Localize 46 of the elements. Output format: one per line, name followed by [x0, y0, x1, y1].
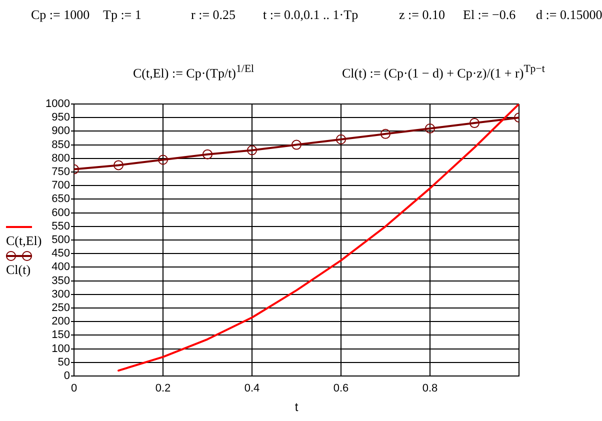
point	[202, 149, 212, 160]
text: t := 0.0,0.1 .. 1·Tp	[263, 7, 358, 22]
point	[158, 154, 168, 165]
y-tick-label: 900	[52, 125, 70, 138]
x-tick-label: 0.8	[422, 382, 438, 395]
y-tick-label: 150	[52, 329, 70, 342]
y-tick-label: 300	[52, 288, 70, 300]
y-tick-label: 0	[64, 370, 70, 382]
y-tick-label: 800	[52, 152, 70, 164]
x-tick-label: 0.2	[155, 382, 171, 395]
text: r := 0.25	[191, 7, 236, 22]
point	[470, 118, 480, 128]
point	[425, 123, 435, 134]
text: z := 0.10	[399, 7, 445, 22]
y-tick-label: 850	[52, 138, 70, 151]
point	[247, 145, 257, 156]
y-tick-label: 50	[58, 356, 70, 368]
y-tick-label: 700	[52, 180, 70, 192]
x-axis-title: t	[294, 400, 299, 414]
text: Cp := 1000	[31, 7, 90, 22]
y-tick-label: 1000	[46, 98, 70, 110]
y-tick-label: 400	[52, 261, 70, 274]
legend-label: C(t,El)	[6, 233, 42, 248]
point	[114, 160, 124, 170]
legend-label: Cl(t)	[6, 262, 32, 277]
point	[292, 140, 302, 150]
y-tick-label: 100	[52, 342, 70, 355]
y-tick-label: 550	[52, 220, 70, 232]
y-tick-label: 450	[52, 248, 70, 260]
y-tick-label: 600	[52, 206, 70, 219]
y-tick-label: 500	[52, 234, 70, 246]
text: El := −0.6	[463, 7, 516, 22]
y-tick-label: 250	[52, 302, 70, 314]
text: Tp := 1	[103, 7, 142, 22]
x-tick-label: 0.4	[244, 382, 260, 395]
y-tick-label: 650	[52, 193, 70, 206]
point	[336, 134, 346, 144]
text: Cl(t) := (Cp·(1 − d) + Cp·z)/(1 + r)$^{Tp−t}$	[342, 62, 545, 80]
y-tick-label: 200	[52, 316, 70, 328]
text: C(t,El) := Cp·(Tp/t)$^{1/El}$	[133, 62, 254, 80]
y-tick-label: 350	[52, 274, 70, 287]
y-tick-label: 950	[52, 112, 70, 124]
point	[380, 128, 390, 139]
y-tick-label: 750	[52, 166, 70, 178]
text: d := 0.15000	[536, 7, 602, 22]
x-tick-label: 0.6	[333, 382, 349, 395]
